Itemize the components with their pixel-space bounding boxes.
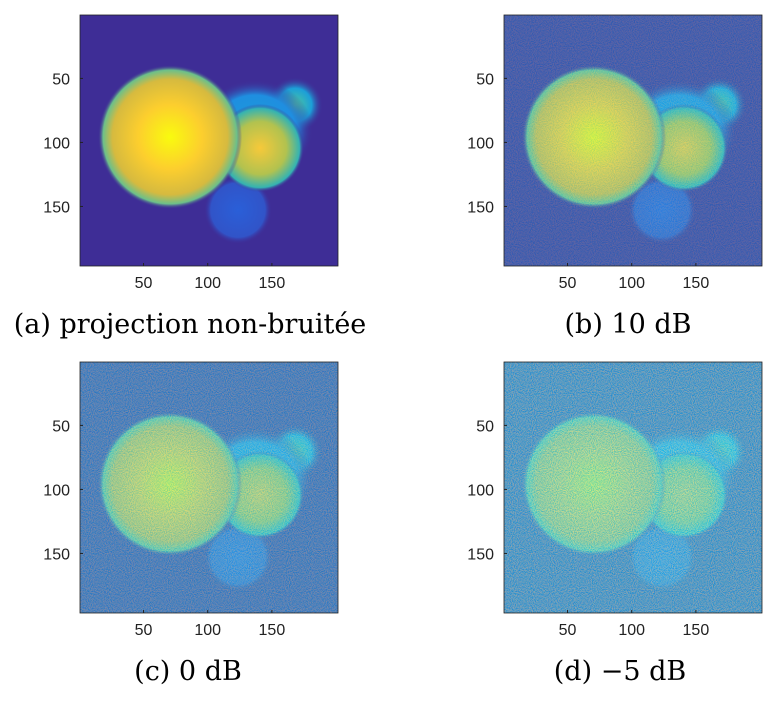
y-tick-label: 150 <box>467 199 494 216</box>
x-tick-label: 100 <box>194 275 221 292</box>
image-noise <box>504 15 762 266</box>
image <box>504 15 762 266</box>
x-tick-label: 50 <box>559 275 577 292</box>
image-noise <box>80 362 338 613</box>
y-tick-label: 150 <box>43 546 70 563</box>
x-tick-label: 150 <box>259 622 286 639</box>
axes-box <box>79 361 339 614</box>
image <box>504 362 762 613</box>
image <box>80 15 338 266</box>
x-tick-label: 150 <box>683 275 710 292</box>
y-tick-label: 100 <box>43 135 70 152</box>
panel: 50 100 150 50 100 150 (c) 0 dB <box>43 361 339 687</box>
x-tick-label: 100 <box>194 622 221 639</box>
y-tick-label: 150 <box>43 199 70 216</box>
caption: (b) 10 dB <box>565 309 692 340</box>
x-tick-label: 50 <box>559 622 577 639</box>
x-tick-label: 50 <box>135 275 153 292</box>
caption: (d) −5 dB <box>554 656 686 687</box>
x-tick-label: 150 <box>683 622 710 639</box>
panel: 50 100 150 50 100 150 (a) projection non-bruit… <box>14 14 367 340</box>
caption: (c) 0 dB <box>134 656 242 687</box>
x-tick-label: 50 <box>135 622 153 639</box>
panel: 50 100 150 50 100 150 (b) 10 dB <box>467 14 763 340</box>
y-tick-label: 50 <box>52 418 70 435</box>
x-tick-label: 100 <box>618 275 645 292</box>
image <box>80 362 338 613</box>
x-tick-label: 150 <box>259 275 286 292</box>
y-tick-label: 100 <box>467 135 494 152</box>
y-tick-label: 150 <box>467 546 494 563</box>
y-tick-label: 50 <box>52 71 70 88</box>
panel: 50 100 150 50 100 150 (d) −5 dB <box>467 361 763 687</box>
image-base <box>80 15 338 266</box>
axes-box <box>503 361 763 614</box>
y-tick-label: 50 <box>476 418 494 435</box>
axes-box <box>79 14 339 267</box>
y-tick-label: 100 <box>467 482 494 499</box>
axes-box <box>503 14 763 267</box>
image-noise <box>504 362 762 613</box>
x-tick-label: 100 <box>618 622 645 639</box>
caption: (a) projection non-bruitée <box>14 309 367 340</box>
y-tick-label: 50 <box>476 71 494 88</box>
y-tick-label: 100 <box>43 482 70 499</box>
